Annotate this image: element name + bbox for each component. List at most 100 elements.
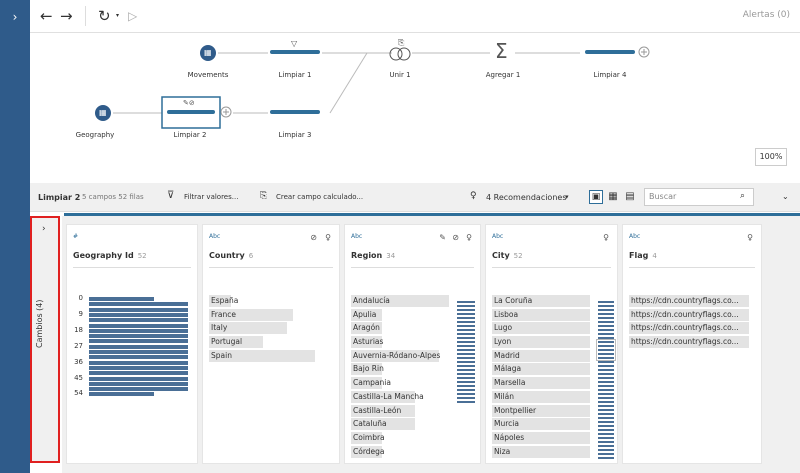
changes-panel[interactable]: › Cambios (4) [30, 216, 60, 463]
value-row[interactable]: https://cdn.countryflags.co... [629, 322, 749, 336]
value-row[interactable]: España [209, 295, 242, 309]
node-label-limpiar-3[interactable]: Limpiar 3 [278, 131, 312, 139]
chevron-right-icon[interactable]: › [42, 224, 46, 234]
value-row[interactable]: https://cdn.countryflags.co... [629, 336, 749, 350]
value-row[interactable]: Nápoles [492, 431, 590, 446]
value-row[interactable]: Castilla-León [351, 404, 440, 419]
value-row[interactable]: Bajo Rin [351, 363, 440, 377]
histogram-bar[interactable] [89, 339, 188, 344]
histogram-bar[interactable] [89, 297, 154, 301]
value-row[interactable]: Córdega [351, 445, 440, 460]
recommendations-button[interactable]: 4 Recomendaciones [486, 193, 567, 202]
histogram-bar[interactable] [89, 350, 188, 354]
edit-icon[interactable]: ✎ [439, 233, 446, 242]
zoom-level[interactable]: 100% [755, 148, 787, 166]
chevron-down-icon[interactable]: ▾ [565, 193, 569, 201]
create-calc-field-button[interactable]: Crear campo calculado... [276, 193, 364, 201]
value-text: Nápoles [494, 432, 525, 442]
node-label-unir-1[interactable]: Unir 1 [389, 71, 411, 79]
histogram-bar[interactable] [89, 328, 188, 333]
field-card-city[interactable]: Abc City 52 ♀ La Coruña Lisboa Lugo Lyon Madr… [485, 224, 618, 464]
value-row[interactable]: Murcia [492, 418, 590, 432]
value-row[interactable]: Aragón [351, 322, 440, 336]
field-card-country[interactable]: Abc Country 6 ⊘ ♀ España France Italy Portug… [202, 224, 340, 464]
value-row[interactable]: Niza [492, 445, 590, 460]
refresh-icon[interactable]: ↻ [98, 7, 111, 25]
lightbulb-icon[interactable]: ♀ [603, 233, 609, 242]
value-row[interactable]: https://cdn.countryflags.co... [629, 295, 749, 309]
value-row[interactable]: Cataluña [351, 418, 440, 432]
histogram-bar[interactable] [89, 344, 188, 349]
histogram-bar[interactable] [89, 302, 188, 307]
value-row[interactable]: Andalucía [351, 295, 449, 309]
value-row[interactable]: France [209, 308, 293, 323]
value-row[interactable]: Málaga [492, 363, 590, 377]
histogram-bar[interactable] [89, 307, 188, 312]
histogram-bar[interactable] [89, 360, 188, 365]
value-row[interactable]: Asturias [351, 336, 440, 350]
alerts-link[interactable]: Alertas (0) [742, 10, 790, 20]
value-row[interactable]: https://cdn.countryflags.co... [629, 308, 749, 323]
histogram-bar[interactable] [89, 355, 188, 360]
node-label-limpiar-4[interactable]: Limpiar 4 [593, 71, 627, 79]
left-panel[interactable]: › [0, 0, 30, 473]
histogram[interactable]: 0 9 18 27 36 45 54 [67, 293, 199, 423]
value-row[interactable]: La Coruña [492, 295, 590, 309]
flow-canvas[interactable]: ▦ ▦ ▽ ⎘ ✎⊘ Σ Movements Limpiar 1 Unir 1 … [30, 33, 800, 183]
value-row[interactable]: Apulia [351, 308, 440, 323]
chevron-right-icon[interactable]: › [12, 10, 18, 24]
scroll-overview[interactable] [598, 301, 614, 461]
value-row[interactable]: Spain [209, 349, 315, 364]
field-card-geography-id[interactable]: # Geography Id 52 0 9 18 27 36 45 54 [66, 224, 198, 464]
chevron-down-icon[interactable]: ⌄ [782, 192, 789, 201]
value-row[interactable]: Portugal [209, 336, 263, 350]
value-row[interactable]: Madrid [492, 349, 590, 364]
chevron-down-icon[interactable]: ▾ [116, 12, 120, 19]
paperclip-icon[interactable]: ⊘ [452, 233, 459, 242]
field-card-flag[interactable]: Abc Flag 4 ♀ https://cdn.countryflags.co.… [622, 224, 762, 464]
histogram-bar[interactable] [89, 334, 188, 339]
histogram-bar[interactable] [89, 371, 188, 376]
back-icon[interactable]: ← [40, 7, 53, 25]
list-view-icon[interactable]: ▦ [608, 191, 618, 202]
lightbulb-icon[interactable]: ♀ [325, 233, 331, 242]
search-input[interactable]: Buscar [644, 188, 754, 206]
search-icon[interactable]: ⌕ [740, 191, 746, 201]
histogram-bar[interactable] [89, 376, 188, 381]
value-row[interactable]: Coimbra [351, 431, 440, 446]
value-row[interactable]: Lugo [492, 322, 590, 336]
histogram-bar[interactable] [89, 381, 188, 386]
card-view-icon[interactable]: ▣ [589, 190, 603, 204]
histogram-bar[interactable] [89, 392, 154, 397]
filter-values-button[interactable]: Filtrar valores... [184, 193, 239, 201]
lightbulb-icon[interactable]: ♀ [466, 233, 472, 242]
lightbulb-icon[interactable]: ♀ [747, 233, 753, 242]
sigma-icon[interactable]: Σ [495, 39, 508, 63]
histogram-bar[interactable] [89, 387, 188, 392]
field-card-region[interactable]: Abc Region 34 ✎ ⊘ ♀ Andalucía Apulia Aragón… [344, 224, 481, 464]
value-row[interactable]: Castilla-La Mancha [351, 390, 440, 405]
node-label-limpiar-2[interactable]: Limpiar 2 [173, 131, 207, 139]
value-row[interactable]: Milán [492, 390, 590, 405]
node-label-agregar-1[interactable]: Agregar 1 [485, 71, 521, 79]
value-row[interactable]: Montpellier [492, 404, 590, 419]
node-label-movements[interactable]: Movements [187, 71, 229, 79]
node-label-limpiar-1[interactable]: Limpiar 1 [278, 71, 312, 79]
play-icon[interactable]: ▷ [128, 9, 138, 23]
value-row[interactable]: Lisboa [492, 308, 590, 323]
value-row[interactable]: Lyon [492, 336, 590, 350]
scroll-thumb[interactable] [596, 339, 616, 361]
histogram-bar[interactable] [89, 323, 188, 328]
value-row[interactable]: Italy [209, 322, 287, 336]
value-row[interactable]: Marsella [492, 377, 590, 391]
scroll-overview[interactable] [457, 301, 475, 405]
histogram-bar[interactable] [89, 312, 188, 317]
value-row[interactable]: Auvernia-Ródano-Alpes [351, 349, 440, 364]
histogram-bar[interactable] [89, 318, 188, 323]
histogram-bar[interactable] [89, 365, 188, 370]
paperclip-icon[interactable]: ⊘ [310, 233, 317, 242]
grid-view-icon[interactable]: ▤ [625, 191, 635, 202]
node-label-geography[interactable]: Geography [75, 131, 115, 139]
forward-icon[interactable]: → [60, 7, 73, 25]
value-row[interactable]: Campania [351, 377, 440, 391]
